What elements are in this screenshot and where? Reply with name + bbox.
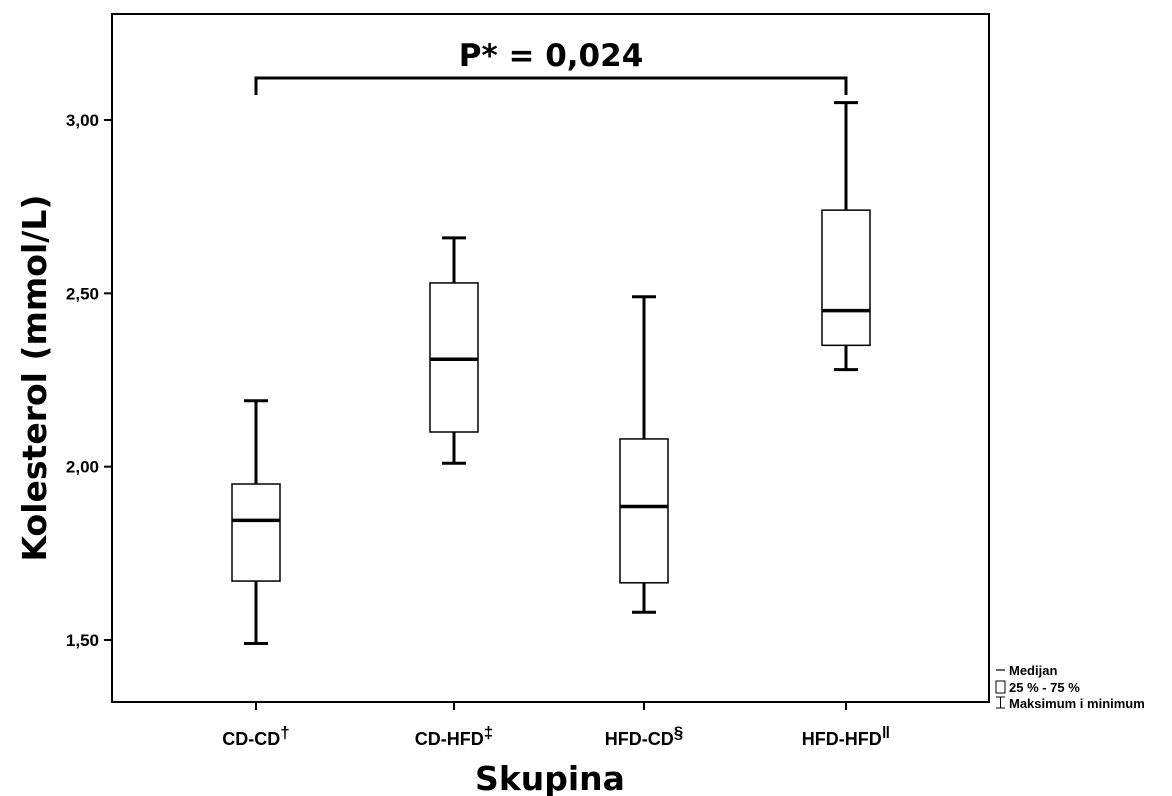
boxplot-hfd-cd bbox=[619, 295, 669, 614]
y-tick-label: 3,00 bbox=[66, 111, 99, 130]
category-name: CD-CD bbox=[222, 729, 280, 749]
category-name: HFD-HFD bbox=[802, 729, 882, 749]
legend-box-symbol bbox=[995, 680, 1006, 694]
y-tick-label: 1,50 bbox=[66, 631, 99, 650]
legend-label: Maksimum i minimum bbox=[1009, 696, 1145, 711]
y-axis-title: Kolesterol (mmol/L) bbox=[15, 195, 54, 562]
category-footnote-mark: § bbox=[674, 723, 683, 742]
x-tick-label: CD-HFD‡ bbox=[415, 723, 493, 749]
p-value-label: P* = 0,024 bbox=[459, 38, 644, 74]
plot-frame bbox=[111, 13, 990, 703]
x-tick-label: HFD-HFDǁ bbox=[802, 723, 890, 749]
y-axis: 1,50 2,00 2,50 3,00 bbox=[66, 111, 112, 650]
iqr-box bbox=[231, 483, 281, 582]
y-tick-label: 2,00 bbox=[66, 458, 99, 477]
x-axis-title: Skupina bbox=[475, 759, 625, 796]
x-tick-label: HFD-CD§ bbox=[605, 723, 683, 749]
boxplot-hfd-hfd bbox=[821, 101, 871, 372]
iqr-box bbox=[821, 209, 871, 347]
category-name: CD-HFD bbox=[415, 729, 484, 749]
legend-whisker-symbol bbox=[996, 696, 1005, 709]
iqr-box bbox=[619, 438, 669, 584]
boxplot-cd-cd bbox=[231, 399, 281, 645]
boxplots bbox=[231, 101, 871, 645]
legend-label: 25 % - 75 % bbox=[1009, 680, 1080, 695]
category-footnote-mark: † bbox=[280, 723, 289, 742]
category-name: HFD-CD bbox=[605, 729, 674, 749]
x-axis: CD-CD† CD-HFD‡ HFD-CD§ HFD-HFDǁ bbox=[222, 702, 890, 749]
legend-label: Medijan bbox=[1009, 663, 1057, 678]
significance-bracket bbox=[254, 76, 848, 95]
category-footnote-mark: ‡ bbox=[484, 723, 493, 742]
significance-annotation: P* = 0,024 bbox=[254, 38, 848, 95]
x-tick-label: CD-CD† bbox=[222, 723, 289, 749]
legend: Medijan 25 % - 75 %Maksimum i minimum bbox=[995, 663, 1145, 711]
boxplot-cd-hfd bbox=[429, 236, 479, 465]
y-tick-label: 2,50 bbox=[66, 284, 99, 303]
category-footnote-mark: ǁ bbox=[882, 723, 890, 742]
